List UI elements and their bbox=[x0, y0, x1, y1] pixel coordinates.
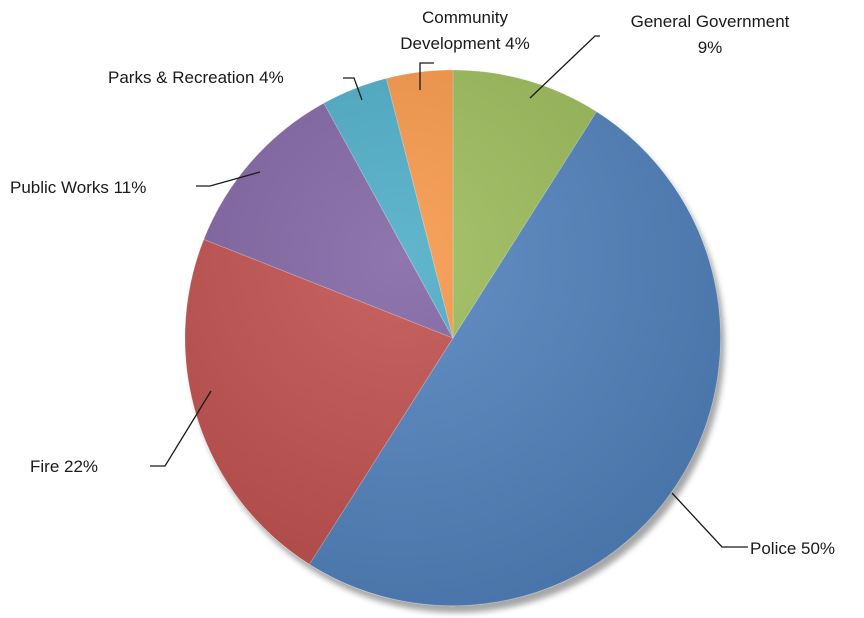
data-label-general-government: General Government 9% bbox=[631, 12, 790, 57]
data-label-community-development: Community Development 4% bbox=[400, 8, 529, 53]
leader-line-community-development bbox=[419, 62, 434, 90]
data-label-line: Public Works 11% bbox=[10, 178, 146, 197]
pie-slices bbox=[184, 69, 721, 607]
pie-labels: General Government 9% Police 50% Fire 22% Pu… bbox=[10, 8, 835, 558]
data-label-line: Police 50% bbox=[750, 539, 835, 558]
leader-line-general-government bbox=[529, 35, 600, 99]
data-label-line: 9% bbox=[698, 38, 723, 57]
data-label-line: Parks & Recreation 4% bbox=[108, 68, 284, 87]
data-label-parks-recreation: Parks & Recreation 4% bbox=[108, 68, 284, 87]
data-label-line: Development 4% bbox=[400, 34, 529, 53]
data-label-police: Police 50% bbox=[750, 539, 835, 558]
data-label-line: General Government bbox=[631, 12, 790, 31]
leader-line-parks-recreation bbox=[343, 77, 363, 101]
leader-line-fire bbox=[150, 390, 212, 467]
data-label-public-works: Public Works 11% bbox=[10, 178, 146, 197]
leader-line-public-works bbox=[196, 171, 261, 187]
data-label-fire: Fire 22% bbox=[30, 457, 98, 476]
leader-line-police bbox=[671, 492, 748, 548]
data-label-line: Fire 22% bbox=[30, 457, 98, 476]
data-label-line: Community bbox=[422, 8, 508, 27]
